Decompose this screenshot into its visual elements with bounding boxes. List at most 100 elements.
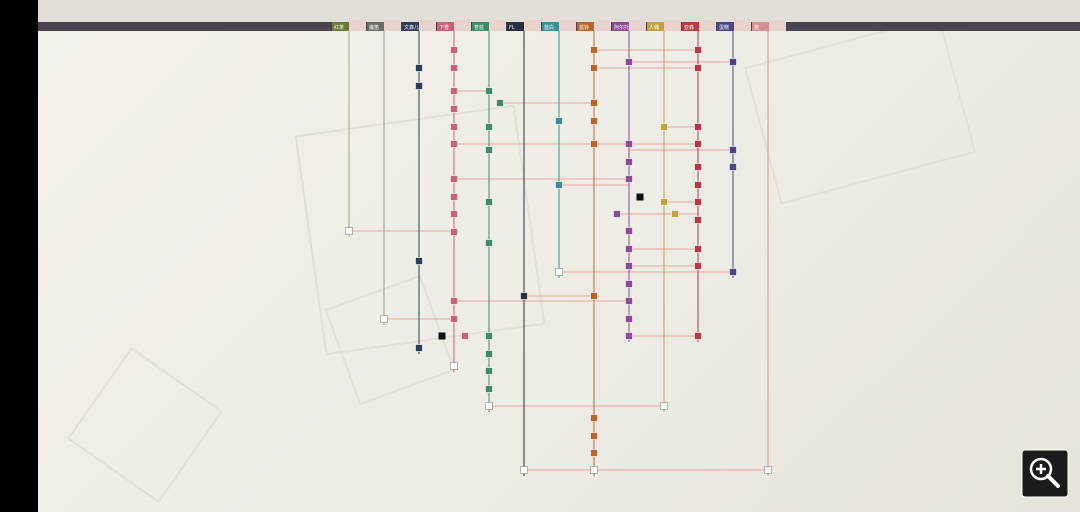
story-node[interactable] (625, 245, 633, 253)
story-node[interactable] (590, 46, 598, 54)
story-node[interactable] (625, 175, 633, 183)
story-node[interactable] (590, 414, 598, 422)
tab-portrait (769, 20, 786, 31)
story-node[interactable] (694, 123, 702, 131)
story-node[interactable] (415, 257, 423, 265)
end-node[interactable] (660, 402, 668, 410)
tab-portrait (349, 20, 366, 31)
story-node[interactable] (694, 262, 702, 270)
story-node[interactable] (520, 292, 528, 300)
end-node[interactable] (764, 466, 772, 474)
story-node[interactable] (625, 227, 633, 235)
end-node[interactable] (555, 268, 563, 276)
story-node[interactable] (485, 123, 493, 131)
story-node[interactable] (590, 140, 598, 148)
story-node[interactable] (555, 117, 563, 125)
story-node[interactable] (450, 87, 458, 95)
tab-label: 红茶 (334, 24, 344, 31)
story-node[interactable] (485, 350, 493, 358)
story-node[interactable] (415, 82, 423, 90)
story-node[interactable] (555, 181, 563, 189)
zoom-button[interactable] (1021, 449, 1069, 498)
story-node[interactable] (694, 332, 702, 340)
tab-label: 文森儿 (404, 24, 419, 31)
story-node[interactable] (496, 99, 504, 107)
story-node[interactable] (729, 58, 737, 66)
end-node[interactable] (520, 466, 528, 474)
locked-node (438, 332, 446, 340)
tab-portrait (489, 20, 506, 31)
tab-portrait (734, 20, 751, 31)
tab-label: 苍蓝 (474, 24, 484, 31)
story-node[interactable] (694, 163, 702, 171)
tab-label: 夜 (754, 24, 759, 31)
tab-label: 蓝白 (544, 24, 554, 31)
tab-label: FL (509, 25, 515, 31)
top-area (38, 0, 1080, 22)
story-node[interactable] (485, 385, 493, 393)
story-node[interactable] (625, 332, 633, 340)
story-node[interactable] (450, 228, 458, 236)
story-node[interactable] (625, 58, 633, 66)
end-node[interactable] (345, 227, 353, 235)
story-node[interactable] (625, 158, 633, 166)
story-node[interactable] (485, 332, 493, 340)
story-node[interactable] (590, 99, 598, 107)
story-node[interactable] (450, 64, 458, 72)
end-node[interactable] (450, 362, 458, 370)
tab-label: 蓝铃 (579, 24, 589, 31)
story-node[interactable] (694, 216, 702, 224)
story-node[interactable] (590, 449, 598, 457)
story-node[interactable] (461, 332, 469, 340)
story-node[interactable] (485, 239, 493, 247)
story-node[interactable] (729, 163, 737, 171)
story-node[interactable] (625, 262, 633, 270)
flow-screen: 红茶 魔笛 文森儿 下雪 苍蓝 FL 蓝白 蓝铃 阿尔托 人偶 亚森 蛋糕 夜 (38, 0, 1080, 512)
story-node[interactable] (485, 87, 493, 95)
story-node[interactable] (485, 367, 493, 375)
story-node[interactable] (660, 198, 668, 206)
story-node[interactable] (450, 193, 458, 201)
story-node[interactable] (450, 175, 458, 183)
tab-portrait (699, 20, 716, 31)
story-node[interactable] (590, 432, 598, 440)
story-node[interactable] (625, 280, 633, 288)
story-node[interactable] (590, 292, 598, 300)
story-node[interactable] (694, 198, 702, 206)
story-node[interactable] (694, 245, 702, 253)
end-node[interactable] (380, 315, 388, 323)
story-node[interactable] (450, 46, 458, 54)
story-node[interactable] (415, 64, 423, 72)
story-node[interactable] (625, 297, 633, 305)
story-node[interactable] (450, 140, 458, 148)
story-node[interactable] (450, 297, 458, 305)
story-node[interactable] (660, 123, 668, 131)
story-node[interactable] (485, 198, 493, 206)
story-node[interactable] (694, 46, 702, 54)
story-node[interactable] (694, 140, 702, 148)
story-node[interactable] (625, 140, 633, 148)
story-node[interactable] (613, 210, 621, 218)
story-node[interactable] (450, 210, 458, 218)
story-node[interactable] (694, 181, 702, 189)
story-node[interactable] (590, 64, 598, 72)
end-node[interactable] (485, 402, 493, 410)
story-node[interactable] (590, 117, 598, 125)
story-node[interactable] (625, 315, 633, 323)
story-node[interactable] (729, 268, 737, 276)
tab-portrait (524, 20, 541, 31)
story-node[interactable] (450, 105, 458, 113)
tab-label: 魔笛 (369, 24, 379, 31)
story-node[interactable] (729, 146, 737, 154)
story-node[interactable] (671, 210, 679, 218)
story-node[interactable] (694, 64, 702, 72)
flow-chart: 红茶 魔笛 文森儿 下雪 苍蓝 FL 蓝白 蓝铃 阿尔托 人偶 亚森 蛋糕 夜 (38, 0, 1080, 503)
tab-portrait (594, 20, 611, 31)
story-node[interactable] (450, 315, 458, 323)
story-node[interactable] (485, 146, 493, 154)
decor (67, 15, 976, 503)
story-node[interactable] (415, 344, 423, 352)
tab-portrait (419, 20, 436, 31)
end-node[interactable] (590, 466, 598, 474)
story-node[interactable] (450, 123, 458, 131)
